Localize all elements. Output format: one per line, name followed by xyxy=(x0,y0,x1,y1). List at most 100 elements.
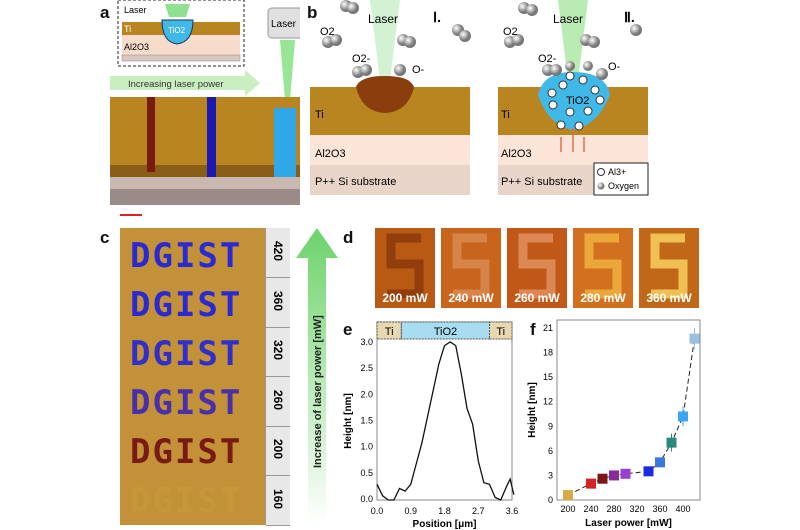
o-minus-label-2: O- xyxy=(608,61,621,73)
laser-beam-2 xyxy=(558,0,588,80)
afm-image: 260 mW xyxy=(507,228,567,308)
al2o3-layer xyxy=(110,177,300,189)
power-label: 360 xyxy=(271,290,285,311)
al-ions xyxy=(547,71,605,131)
region-label: Ti xyxy=(496,326,505,338)
inset-tio2 xyxy=(161,19,194,45)
o2-label-1: O2 xyxy=(320,26,335,38)
s-pattern xyxy=(584,233,622,299)
inset-ti-label: Ti xyxy=(124,24,131,34)
panel-label-a: a xyxy=(100,3,110,22)
s-pattern-stroke xyxy=(518,233,556,299)
al2o3-layer-1 xyxy=(310,135,470,165)
y-tick-label: 15 xyxy=(543,372,553,382)
laser-label-2: Laser xyxy=(553,12,583,26)
s-pattern-stroke xyxy=(452,233,490,299)
substrate-layer-1 xyxy=(310,165,470,195)
o2-minus-label-1: O2- xyxy=(352,53,371,65)
stage-1: Laser Ⅰ. O2 O2- O- Ti Al2O3 P++ Si subst… xyxy=(310,0,471,195)
data-point xyxy=(609,470,619,481)
increasing-power-label: Increasing laser power xyxy=(128,79,224,90)
panel-b-mechanism: Laser Ⅰ. O2 O2- O- Ti Al2O3 P++ Si subst… xyxy=(310,0,649,196)
power-label-cell: 160 xyxy=(266,476,290,526)
al-ion-marker xyxy=(597,168,605,176)
legend-box xyxy=(593,162,649,196)
y-tick-label: 3 xyxy=(548,470,553,480)
dgist-row: DGIST xyxy=(130,481,243,521)
data-point xyxy=(689,333,700,344)
y-axis-label: Height [nm] xyxy=(343,393,354,449)
oxygen-marker xyxy=(597,182,605,190)
data-point xyxy=(643,466,654,477)
inset-substrate-layer xyxy=(121,54,241,62)
laser-label-1: Laser xyxy=(368,12,398,26)
y-tick-label: 21 xyxy=(543,323,553,333)
o2-minus-label-2: O2- xyxy=(538,53,557,65)
y-tick-label: 2.0 xyxy=(360,389,373,399)
legend-al: Al3+ xyxy=(608,167,626,177)
x-tick-label: 280 xyxy=(606,504,621,514)
power-label-cell: 420 xyxy=(266,228,290,278)
oxygen-molecules-1 xyxy=(322,0,471,78)
power-label: 240 mW xyxy=(448,291,494,305)
x-tick-label: 200 xyxy=(560,504,575,514)
arrow-shape xyxy=(296,228,338,525)
line-low-power xyxy=(147,97,155,172)
inset-laser-label: Laser xyxy=(124,5,147,15)
x-tick-label: 0.0 xyxy=(371,506,384,516)
x-tick-label: 240 xyxy=(583,504,598,514)
power-label: 280 mW xyxy=(580,291,626,305)
tio2-label: TiO2 xyxy=(566,95,589,107)
o-minus-label-1: O- xyxy=(412,64,425,76)
chart-e-height-profile: Ti TiO2 Ti 0.0 0.9 1.8 2.7 3.6 0.0 0.5 1.0 1.5 2.0 2.… xyxy=(343,321,518,530)
data-point xyxy=(655,457,665,468)
trend-line xyxy=(567,338,695,496)
dgist-row: DGIST xyxy=(130,383,243,423)
power-label: 260 mW xyxy=(514,291,560,305)
plot-frame xyxy=(376,321,513,501)
laser-head xyxy=(267,7,300,39)
y-axis-label: Height [nm] xyxy=(527,382,538,438)
afm-image: 360 mW xyxy=(639,228,699,308)
power-label-cell: 320 xyxy=(266,327,290,377)
chart-f-height-vs-power: 200 240 280 320 360 400 0 3 6 9 12 15 18 21 Laser powe… xyxy=(527,319,701,529)
s-pattern xyxy=(650,233,688,299)
legend-oxygen: Oxygen xyxy=(608,181,639,191)
al2o3-label-2: Al2O3 xyxy=(501,148,532,160)
ti-film xyxy=(110,97,300,165)
y-tick-label: 9 xyxy=(548,421,553,431)
line-high-power xyxy=(274,108,296,177)
power-label: 200 mW xyxy=(382,291,428,305)
dgist-row: DGIST xyxy=(130,236,243,276)
region-ti xyxy=(376,321,402,340)
o2-label-2: O2 xyxy=(503,26,518,38)
region-label: TiO2 xyxy=(434,326,457,338)
inset-al2o3-layer xyxy=(122,35,240,55)
s-pattern xyxy=(518,233,556,299)
data-point xyxy=(620,468,631,479)
tio2-region xyxy=(538,72,610,130)
oxidized-spot xyxy=(356,76,414,113)
dgist-row: DGIST xyxy=(130,334,243,374)
x-axis-label: Laser power [mW] xyxy=(585,518,672,529)
s-pattern-stroke xyxy=(650,233,688,299)
afm-image: 240 mW xyxy=(441,228,501,308)
panel-label-c: c xyxy=(100,228,110,247)
y-tick-label: 0.0 xyxy=(360,494,373,504)
dgist-row: DGIST xyxy=(130,285,243,325)
afm-image: 200 mW xyxy=(375,228,435,308)
oxygen-molecules-2 xyxy=(504,2,642,80)
y-tick-label: 18 xyxy=(543,348,553,358)
y-tick-label: 3.0 xyxy=(360,337,373,347)
power-label: 360 mW xyxy=(646,291,692,305)
y-tick-label: 1.0 xyxy=(360,442,373,452)
x-tick-label: 0.9 xyxy=(404,506,417,516)
stage-1-label: Ⅰ. xyxy=(433,9,441,25)
inset-al2o3-label: Al2O3 xyxy=(124,42,149,52)
panel-label-f: f xyxy=(530,320,536,339)
dgist-pattern-image: DGIST DGIST DGIST DGIST DGIST DGIST xyxy=(120,228,265,525)
power-label: 160 xyxy=(271,488,285,509)
y-tick-label: 0.5 xyxy=(360,468,373,478)
x-tick-label: 1.8 xyxy=(438,506,451,516)
power-label: 200 xyxy=(271,438,285,460)
